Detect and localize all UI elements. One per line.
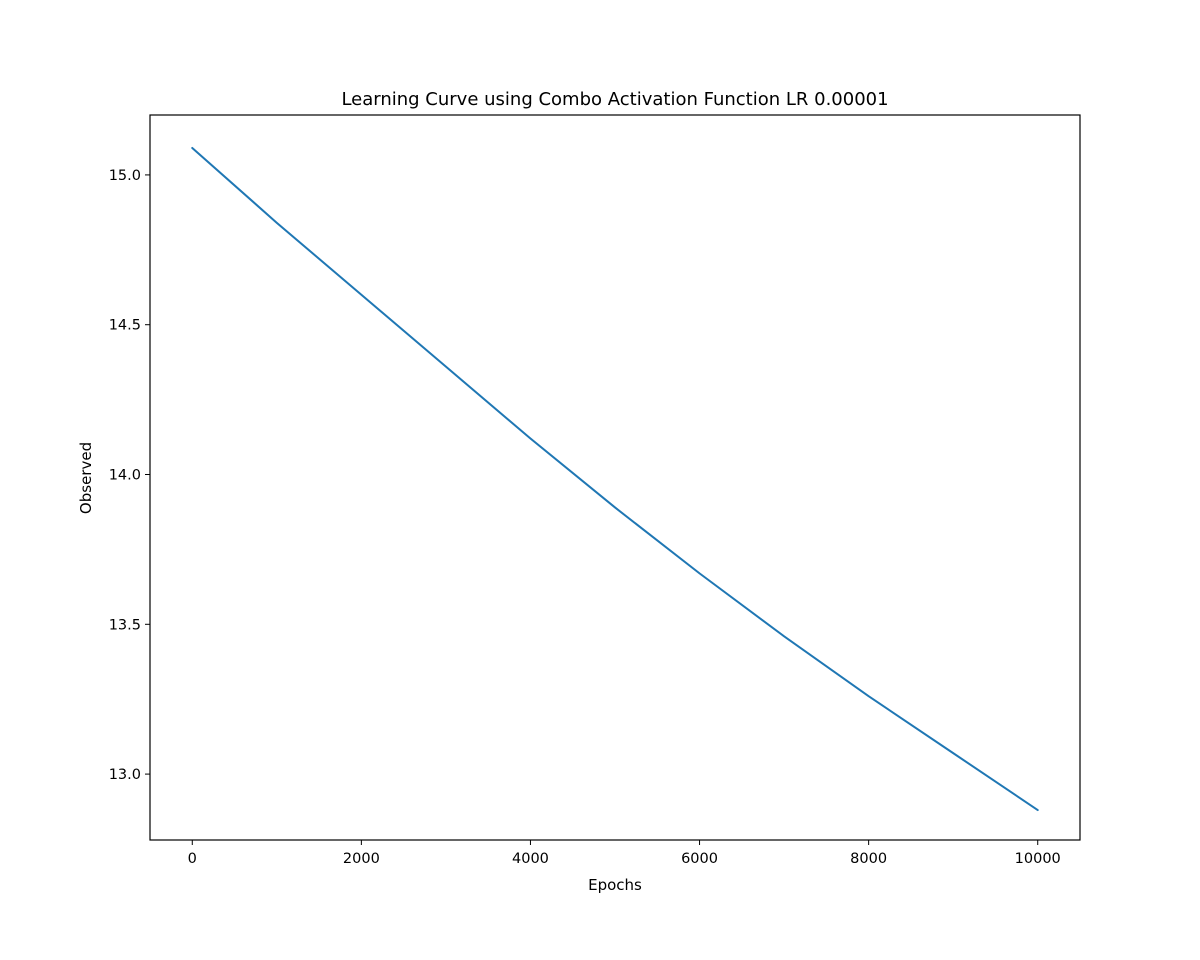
y-axis-label: Observed (77, 442, 95, 514)
x-tick-label: 10000 (1015, 851, 1061, 867)
x-axis-label: Epochs (588, 876, 642, 894)
y-tick-label: 14.0 (109, 468, 141, 484)
series-line (191, 146, 1039, 812)
plot-frame (149, 114, 1081, 841)
axis-ticks: 0 2000 4000 6000 8000 10000 13.0 13.5 14.0 14.5 15… (109, 168, 1061, 867)
x-tick-label: 8000 (850, 851, 887, 867)
x-tick-label: 6000 (681, 851, 718, 867)
y-tick-label: 13.0 (109, 767, 141, 783)
y-tick-label: 14.5 (109, 318, 141, 334)
y-tick-label: 13.5 (109, 617, 141, 633)
y-tick-label: 15.0 (109, 168, 141, 184)
x-tick-label: 4000 (512, 851, 549, 867)
x-tick-label: 2000 (343, 851, 380, 867)
x-tick-label: 0 (188, 851, 197, 867)
series-layer (191, 146, 1039, 812)
chart-title: Learning Curve using Combo Activation Fu… (341, 89, 888, 110)
